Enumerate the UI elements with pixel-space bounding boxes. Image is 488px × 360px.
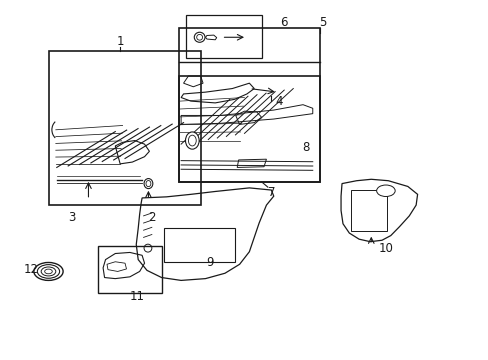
Text: 9: 9 <box>206 256 214 269</box>
Ellipse shape <box>196 35 202 40</box>
Ellipse shape <box>146 180 151 186</box>
Ellipse shape <box>37 265 60 278</box>
Text: 7: 7 <box>267 186 275 199</box>
Ellipse shape <box>44 269 52 274</box>
Text: 11: 11 <box>129 290 144 303</box>
Text: 2: 2 <box>148 211 155 224</box>
Bar <box>49 51 200 205</box>
Ellipse shape <box>194 32 204 42</box>
Ellipse shape <box>376 185 394 197</box>
Ellipse shape <box>41 267 56 276</box>
Ellipse shape <box>144 179 153 189</box>
Bar <box>350 190 386 231</box>
Bar <box>178 28 320 182</box>
Text: 10: 10 <box>378 242 392 255</box>
Ellipse shape <box>185 132 199 149</box>
Ellipse shape <box>34 262 63 280</box>
Text: 8: 8 <box>301 141 308 154</box>
Bar <box>178 76 320 182</box>
Text: 4: 4 <box>274 95 282 108</box>
Text: 3: 3 <box>67 211 75 224</box>
Ellipse shape <box>144 244 152 252</box>
Text: 12: 12 <box>24 263 39 276</box>
Text: 5: 5 <box>318 16 325 29</box>
Bar <box>163 228 234 262</box>
Ellipse shape <box>188 135 196 146</box>
Text: 1: 1 <box>116 35 123 49</box>
Bar <box>98 246 161 293</box>
Bar <box>185 15 261 58</box>
Text: 6: 6 <box>279 16 286 29</box>
